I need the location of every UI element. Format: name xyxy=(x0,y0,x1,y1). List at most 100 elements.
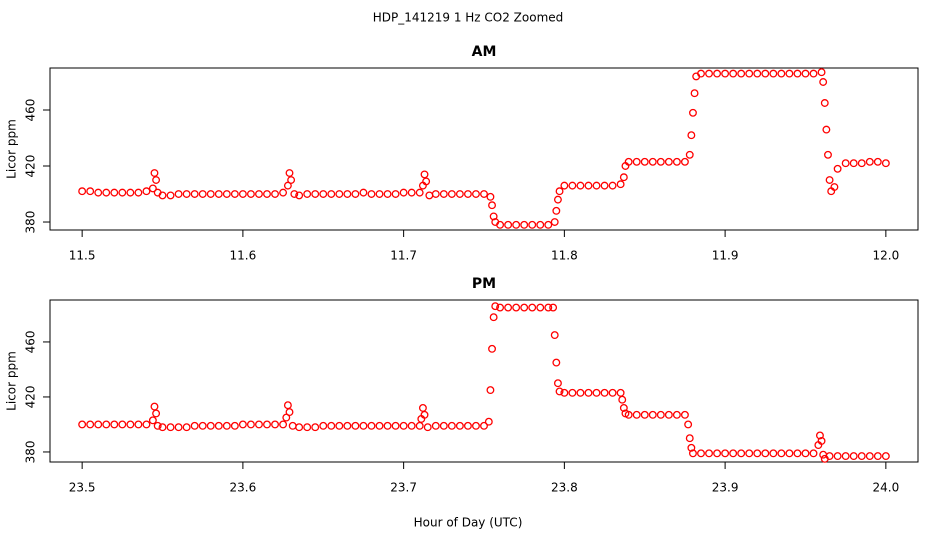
x-tick-label: 11.9 xyxy=(712,249,739,263)
data-point xyxy=(439,421,448,430)
data-point xyxy=(327,190,336,198)
data-point xyxy=(512,220,521,229)
x-tick-label: 23.9 xyxy=(712,481,739,495)
x-tick-label: 11.5 xyxy=(69,249,96,263)
data-point xyxy=(705,449,713,458)
data-point xyxy=(685,434,694,443)
data-point xyxy=(94,420,103,429)
data-point xyxy=(287,176,296,184)
data-point xyxy=(102,188,111,197)
data-point xyxy=(439,190,448,198)
data-point xyxy=(584,181,593,190)
data-point xyxy=(420,410,429,419)
data-point xyxy=(825,452,834,461)
data-point xyxy=(335,190,344,198)
data-point xyxy=(166,191,175,200)
data-point xyxy=(484,417,493,426)
data-point xyxy=(648,157,657,166)
x-axis-label: Hour of Day (UTC) xyxy=(414,516,523,530)
data-point xyxy=(815,431,824,440)
data-point xyxy=(206,421,215,430)
data-point xyxy=(319,421,328,430)
data-point xyxy=(745,69,754,78)
data-point xyxy=(841,452,850,461)
data-point xyxy=(407,421,416,430)
y-tick-label: 460 xyxy=(24,99,38,122)
data-point xyxy=(246,190,255,198)
data-point xyxy=(472,190,480,198)
data-point xyxy=(640,410,649,419)
data-point xyxy=(568,181,577,190)
y-axis-label: Licor ppm xyxy=(5,119,19,179)
data-point xyxy=(684,420,693,429)
panel-title: PM xyxy=(472,276,496,292)
data-point xyxy=(86,187,95,196)
data-point xyxy=(283,181,292,190)
data-point xyxy=(721,69,730,78)
data-point xyxy=(822,125,831,134)
data-point xyxy=(319,190,328,198)
data-point xyxy=(833,452,842,461)
data-point xyxy=(680,410,689,419)
data-point xyxy=(423,423,432,432)
data-point xyxy=(553,379,562,388)
data-point xyxy=(153,421,162,430)
data-point xyxy=(544,220,553,229)
data-point xyxy=(110,420,119,429)
data-point xyxy=(447,190,456,198)
data-point xyxy=(809,69,818,78)
data-point xyxy=(391,190,400,198)
data-point xyxy=(881,452,890,461)
data-point xyxy=(279,188,288,197)
data-point xyxy=(255,190,263,198)
data-point xyxy=(841,159,850,168)
data-point xyxy=(142,187,151,196)
data-point xyxy=(553,195,562,204)
data-point xyxy=(560,388,569,397)
data-point xyxy=(616,180,625,189)
data-point xyxy=(486,386,495,395)
data-point xyxy=(687,131,696,140)
plot-frame xyxy=(49,67,919,231)
data-point xyxy=(142,420,151,429)
data-point xyxy=(198,421,207,430)
data-point xyxy=(576,181,585,190)
data-point xyxy=(640,157,649,166)
data-point xyxy=(86,420,95,429)
data-point xyxy=(544,303,553,312)
data-point xyxy=(576,388,585,397)
data-point xyxy=(367,421,376,430)
data-point xyxy=(126,188,135,197)
figure-title: HDP_141219 1 Hz CO2 Zoomed xyxy=(373,11,564,25)
data-point xyxy=(680,157,689,166)
data-point xyxy=(825,176,834,184)
data-point xyxy=(78,187,87,196)
data-point xyxy=(230,190,239,198)
data-point xyxy=(697,69,705,78)
data-point xyxy=(873,452,882,461)
data-point xyxy=(560,181,569,190)
data-point xyxy=(94,188,103,197)
data-point xyxy=(857,452,866,461)
data-point xyxy=(584,388,593,397)
data-point xyxy=(150,169,159,177)
data-point xyxy=(383,190,392,198)
data-point xyxy=(753,69,762,78)
data-point xyxy=(311,423,320,432)
data-point xyxy=(303,423,312,432)
data-point xyxy=(295,191,304,200)
data-point xyxy=(737,69,746,78)
data-point xyxy=(619,404,628,412)
data-point xyxy=(608,388,617,397)
data-point xyxy=(729,449,738,458)
data-point xyxy=(407,188,416,197)
data-point xyxy=(126,420,135,429)
data-point xyxy=(422,177,431,186)
data-point xyxy=(552,206,561,215)
data-point xyxy=(285,169,294,177)
data-point xyxy=(214,421,223,430)
data-point xyxy=(504,220,513,229)
data-point xyxy=(656,157,665,166)
